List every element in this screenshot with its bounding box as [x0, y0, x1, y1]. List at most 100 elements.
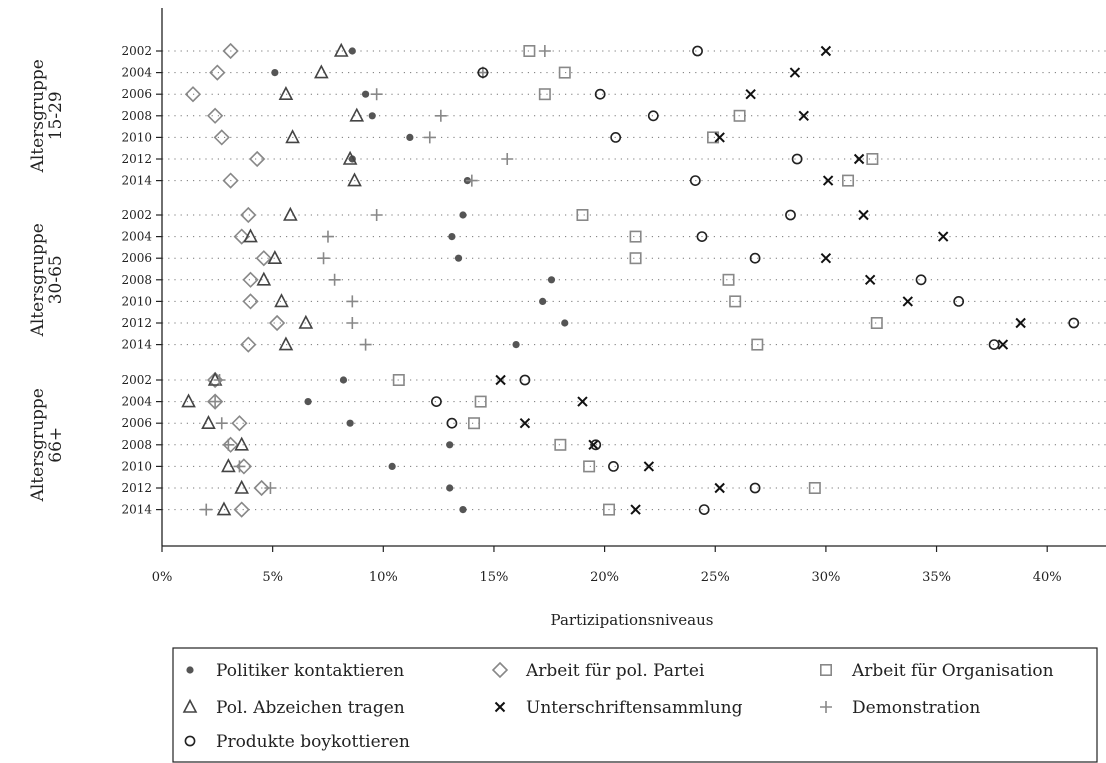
data-point — [233, 460, 246, 473]
data-point — [216, 501, 232, 516]
data-point — [477, 67, 489, 78]
year-label: 2006 — [121, 87, 152, 101]
axes: 0% 5% 10% 15% 20% 25% 30% 35% 40% — [152, 8, 1106, 585]
data-point — [431, 396, 442, 407]
data-point — [538, 45, 551, 57]
data-points — [181, 42, 1080, 518]
data-point — [842, 174, 855, 187]
data-point — [610, 131, 622, 143]
data-point — [242, 271, 259, 288]
data-point — [714, 132, 725, 143]
data-point — [603, 503, 616, 516]
x-tick-label: 10% — [369, 570, 398, 585]
data-point — [406, 133, 414, 141]
data-point — [221, 458, 236, 473]
year-label: 2008 — [121, 273, 152, 287]
data-point — [696, 231, 708, 242]
data-point — [577, 396, 588, 407]
data-point — [643, 461, 655, 472]
data-point — [181, 393, 196, 408]
data-point — [346, 419, 354, 427]
data-point — [264, 482, 277, 494]
data-point — [459, 211, 467, 219]
year-label: 2012 — [121, 316, 152, 330]
data-point — [222, 436, 239, 453]
data-point — [468, 417, 481, 430]
data-point — [242, 293, 259, 310]
data-point — [629, 230, 642, 243]
year-label: 2004 — [121, 230, 152, 244]
data-point — [629, 252, 642, 265]
data-point — [346, 295, 359, 308]
year-label: 2010 — [121, 459, 152, 473]
data-point — [465, 174, 478, 187]
data-point — [722, 273, 735, 286]
data-point — [519, 417, 531, 429]
legend-box — [172, 647, 1098, 763]
year-label: 2014 — [121, 338, 152, 352]
data-point — [333, 42, 349, 57]
data-point — [1068, 317, 1080, 329]
data-point — [298, 314, 314, 329]
data-point — [630, 504, 641, 515]
data-point — [519, 374, 531, 386]
data-point — [283, 206, 298, 221]
data-point — [213, 374, 226, 386]
data-point — [370, 209, 383, 221]
data-point — [434, 109, 447, 122]
data-point — [1015, 317, 1026, 329]
x-tick-label: 30% — [811, 570, 840, 585]
legend-marker — [186, 666, 194, 674]
group-label: Altersgruppe15-29 — [28, 59, 66, 173]
legend-label: Arbeit für pol. Partei — [525, 661, 705, 681]
x-tick-label: 25% — [701, 570, 730, 585]
data-point — [864, 274, 876, 286]
data-point — [751, 338, 764, 351]
data-point — [213, 129, 230, 146]
data-point — [201, 414, 216, 430]
data-point — [733, 109, 746, 122]
data-point — [255, 250, 272, 267]
data-point — [870, 316, 883, 329]
data-point — [561, 319, 569, 327]
data-point — [249, 150, 266, 168]
data-point — [233, 501, 250, 518]
data-point — [798, 110, 809, 122]
data-point — [554, 438, 567, 451]
year-label: 2014 — [121, 174, 152, 188]
data-point — [902, 296, 913, 307]
data-point — [689, 175, 701, 186]
data-point — [915, 274, 927, 286]
data-point — [858, 209, 869, 221]
data-point — [512, 341, 520, 349]
legend-label: Demonstration — [852, 698, 980, 718]
data-point — [314, 64, 329, 79]
data-point — [714, 482, 725, 494]
data-point — [594, 88, 606, 100]
data-point — [698, 504, 710, 515]
data-point — [749, 482, 761, 494]
x-tick-label: 35% — [922, 570, 951, 585]
data-point — [454, 254, 463, 262]
data-point — [820, 252, 832, 264]
data-point — [304, 398, 312, 406]
x-tick-label: 5% — [262, 570, 283, 585]
grid-lines — [162, 50, 1106, 511]
year-label: 2004 — [121, 395, 152, 409]
data-point — [808, 481, 821, 494]
data-point — [446, 417, 458, 429]
data-point — [274, 293, 289, 308]
year-label: 2008 — [121, 109, 152, 123]
data-point — [234, 479, 249, 494]
data-point — [321, 230, 334, 243]
year-label: 2006 — [121, 416, 152, 430]
year-label: 2002 — [121, 373, 152, 387]
data-point — [588, 439, 599, 451]
year-label: 2006 — [121, 251, 152, 265]
legend-marker — [184, 735, 196, 747]
group-labels: Altersgruppe15-29 Altersgruppe30-65 Alters… — [28, 59, 66, 502]
data-point — [209, 395, 222, 408]
data-point — [785, 209, 796, 221]
data-point — [866, 153, 879, 166]
data-point — [523, 44, 536, 57]
